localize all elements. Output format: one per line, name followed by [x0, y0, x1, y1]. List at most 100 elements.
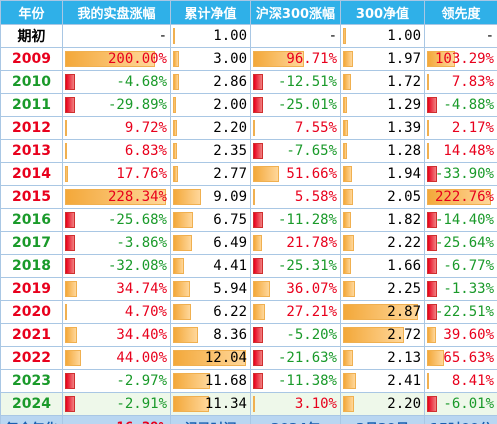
year-cell[interactable]: 2012 — [0, 116, 63, 140]
my-return-cell[interactable]: 4.70% — [62, 300, 171, 324]
my-return-cell[interactable]: -2.97% — [62, 369, 171, 393]
my-return-cell[interactable]: 44.00% — [62, 346, 171, 370]
year-cell[interactable]: 2019 — [0, 277, 63, 301]
hs300-return-cell[interactable]: 3.10% — [250, 392, 341, 416]
lead-cell[interactable]: 8.41% — [424, 369, 497, 393]
hs300-return-cell[interactable]: 51.66% — [250, 162, 341, 186]
year-cell[interactable]: 2010 — [0, 70, 63, 94]
cumulative-nav-cell[interactable]: 2.77 — [170, 162, 251, 186]
year-cell[interactable]: 2013 — [0, 139, 63, 163]
hs300-return-cell[interactable]: -5.20% — [250, 323, 341, 347]
hs300-nav-cell[interactable]: 1.29 — [340, 93, 425, 117]
cumulative-nav-cell[interactable]: 9.09 — [170, 185, 251, 209]
hs300-return-cell[interactable]: - — [250, 24, 341, 48]
my-return-cell[interactable]: 17.76% — [62, 162, 171, 186]
my-return-cell[interactable]: -2.91% — [62, 392, 171, 416]
my-return-cell[interactable]: - — [62, 24, 171, 48]
cumulative-nav-cell[interactable]: 2.20 — [170, 116, 251, 140]
lead-cell[interactable]: -25.64% — [424, 231, 497, 255]
cumulative-nav-cell[interactable]: 4.41 — [170, 254, 251, 278]
hs300-return-cell[interactable]: -21.63% — [250, 346, 341, 370]
year-cell[interactable]: 期初 — [0, 24, 63, 48]
year-cell[interactable]: 2015 — [0, 185, 63, 209]
lead-cell[interactable]: -6.01% — [424, 392, 497, 416]
year-cell[interactable]: 2016 — [0, 208, 63, 232]
year-cell[interactable]: 2011 — [0, 93, 63, 117]
footer-record-time-label[interactable]: 记录时间 — [170, 415, 251, 424]
lead-cell[interactable]: 7.83% — [424, 70, 497, 94]
my-return-cell[interactable]: -32.08% — [62, 254, 171, 278]
year-cell[interactable]: 2022 — [0, 346, 63, 370]
lead-cell[interactable]: 14.48% — [424, 139, 497, 163]
hs300-nav-cell[interactable]: 1.00 — [340, 24, 425, 48]
cumulative-nav-cell[interactable]: 2.86 — [170, 70, 251, 94]
cumulative-nav-cell[interactable]: 3.00 — [170, 47, 251, 71]
lead-cell[interactable]: -1.33% — [424, 277, 497, 301]
lead-cell[interactable]: -22.51% — [424, 300, 497, 324]
hs300-return-cell[interactable]: -11.28% — [250, 208, 341, 232]
hs300-nav-cell[interactable]: 2.13 — [340, 346, 425, 370]
header-hs300-return[interactable]: 沪深300涨幅 — [250, 0, 341, 25]
hs300-nav-cell[interactable]: 1.72 — [340, 70, 425, 94]
hs300-nav-cell[interactable]: 2.20 — [340, 392, 425, 416]
my-return-cell[interactable]: 9.72% — [62, 116, 171, 140]
hs300-return-cell[interactable]: -25.01% — [250, 93, 341, 117]
my-return-cell[interactable]: -25.68% — [62, 208, 171, 232]
cumulative-nav-cell[interactable]: 11.68 — [170, 369, 251, 393]
lead-cell[interactable]: 65.63% — [424, 346, 497, 370]
year-cell[interactable]: 2018 — [0, 254, 63, 278]
hs300-nav-cell[interactable]: 1.66 — [340, 254, 425, 278]
hs300-nav-cell[interactable]: 2.22 — [340, 231, 425, 255]
hs300-return-cell[interactable]: -25.31% — [250, 254, 341, 278]
hs300-return-cell[interactable]: 27.21% — [250, 300, 341, 324]
my-return-cell[interactable]: 34.40% — [62, 323, 171, 347]
hs300-return-cell[interactable]: 5.58% — [250, 185, 341, 209]
footer-cagr-label[interactable]: 复合年化 — [0, 415, 63, 424]
cumulative-nav-cell[interactable]: 1.00 — [170, 24, 251, 48]
hs300-nav-cell[interactable]: 2.87 — [340, 300, 425, 324]
hs300-return-cell[interactable]: -11.38% — [250, 369, 341, 393]
year-cell[interactable]: 2024 — [0, 392, 63, 416]
cumulative-nav-cell[interactable]: 2.00 — [170, 93, 251, 117]
hs300-nav-cell[interactable]: 1.94 — [340, 162, 425, 186]
cumulative-nav-cell[interactable]: 2.35 — [170, 139, 251, 163]
hs300-nav-cell[interactable]: 2.41 — [340, 369, 425, 393]
hs300-return-cell[interactable]: 36.07% — [250, 277, 341, 301]
my-return-cell[interactable]: -3.86% — [62, 231, 171, 255]
footer-record-year[interactable]: 2024年 — [250, 415, 341, 424]
my-return-cell[interactable]: 6.83% — [62, 139, 171, 163]
hs300-return-cell[interactable]: -7.65% — [250, 139, 341, 163]
hs300-nav-cell[interactable]: 1.28 — [340, 139, 425, 163]
header-lead[interactable]: 领先度 — [424, 0, 497, 25]
hs300-nav-cell[interactable]: 2.05 — [340, 185, 425, 209]
cumulative-nav-cell[interactable]: 11.34 — [170, 392, 251, 416]
my-return-cell[interactable]: 228.34% — [62, 185, 171, 209]
cumulative-nav-cell[interactable]: 6.22 — [170, 300, 251, 324]
lead-cell[interactable]: 39.60% — [424, 323, 497, 347]
hs300-nav-cell[interactable]: 2.25 — [340, 277, 425, 301]
header-year[interactable]: 年份 — [0, 0, 63, 25]
cumulative-nav-cell[interactable]: 5.94 — [170, 277, 251, 301]
header-hs300-nav[interactable]: 300净值 — [340, 0, 425, 25]
cumulative-nav-cell[interactable]: 6.75 — [170, 208, 251, 232]
lead-cell[interactable]: 103.29% — [424, 47, 497, 71]
lead-cell[interactable]: - — [424, 24, 497, 48]
year-cell[interactable]: 2014 — [0, 162, 63, 186]
my-return-cell[interactable]: -4.68% — [62, 70, 171, 94]
year-cell[interactable]: 2023 — [0, 369, 63, 393]
cumulative-nav-cell[interactable]: 12.04 — [170, 346, 251, 370]
footer-record-hour[interactable]: 15时00分 — [424, 415, 497, 424]
hs300-nav-cell[interactable]: 1.97 — [340, 47, 425, 71]
lead-cell[interactable]: -4.88% — [424, 93, 497, 117]
hs300-nav-cell[interactable]: 1.39 — [340, 116, 425, 140]
header-my-return[interactable]: 我的实盘涨幅 — [62, 0, 171, 25]
hs300-return-cell[interactable]: 21.78% — [250, 231, 341, 255]
lead-cell[interactable]: -14.40% — [424, 208, 497, 232]
year-cell[interactable]: 2009 — [0, 47, 63, 71]
lead-cell[interactable]: -33.90% — [424, 162, 497, 186]
lead-cell[interactable]: -6.77% — [424, 254, 497, 278]
my-return-cell[interactable]: 34.74% — [62, 277, 171, 301]
lead-cell[interactable]: 222.76% — [424, 185, 497, 209]
my-return-cell[interactable]: -29.89% — [62, 93, 171, 117]
header-cumulative-nav[interactable]: 累计净值 — [170, 0, 251, 25]
